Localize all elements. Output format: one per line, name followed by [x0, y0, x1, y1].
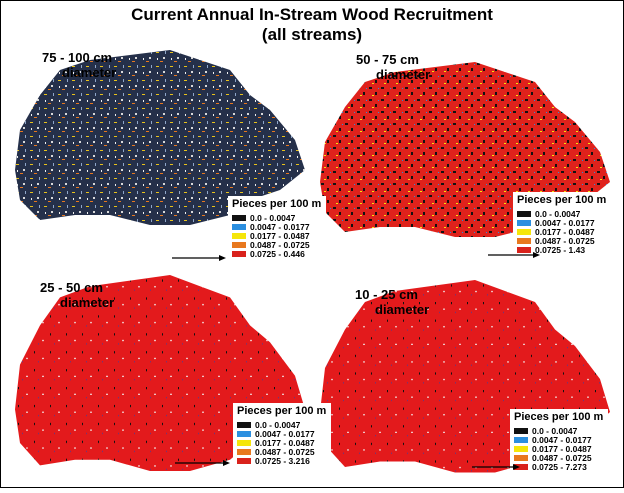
title: Current Annual In-Stream Wood Recruitmen…: [131, 5, 493, 24]
legend-title: Pieces per 100 m: [517, 194, 607, 206]
legend-label: 0.0725 - 0.446: [250, 249, 305, 259]
legend-label: 0.0487 - 0.0725: [535, 236, 595, 246]
legend-label: 0.0 - 0.0047: [535, 209, 581, 219]
legend-label: 0.0487 - 0.0725: [250, 240, 310, 250]
legend-swatch: [517, 220, 531, 226]
legend-swatch: [232, 233, 246, 239]
legend-label: 0.0177 - 0.0487: [250, 231, 310, 241]
legend-label: 0.0047 - 0.0177: [255, 429, 315, 439]
legend-label: 0.0177 - 0.0487: [535, 227, 595, 237]
panel-label: 10 - 25 cm: [355, 287, 418, 302]
legend-swatch: [232, 251, 246, 257]
legend-label: 0.0 - 0.0047: [255, 420, 301, 430]
legend-swatch: [232, 242, 246, 248]
panel-label: 50 - 75 cm: [356, 52, 419, 67]
legend-swatch: [232, 224, 246, 230]
legend-swatch: [237, 458, 251, 464]
arrow-head: [513, 464, 520, 470]
legend-label: 0.0 - 0.0047: [532, 426, 578, 436]
arrow-head: [219, 255, 226, 261]
legend-swatch: [514, 437, 528, 443]
legend-swatch: [514, 464, 528, 470]
legend-swatch: [514, 428, 528, 434]
legend-label: 0.0047 - 0.0177: [535, 218, 595, 228]
legend-title: Pieces per 100 m: [232, 198, 322, 210]
arrow-head: [223, 460, 230, 466]
legend-swatch: [237, 440, 251, 446]
panel-label: 25 - 50 cm: [40, 280, 103, 295]
arrow-head: [533, 252, 540, 258]
legend-swatch: [517, 211, 531, 217]
legend-label: 0.0177 - 0.0487: [532, 444, 592, 454]
legend-swatch: [232, 215, 246, 221]
legend-label: 0.0177 - 0.0487: [255, 438, 315, 448]
panel-sublabel: diameter: [375, 302, 429, 317]
legend-label: 0.0487 - 0.0725: [255, 447, 315, 457]
legend-swatch: [514, 455, 528, 461]
panel-sublabel: diameter: [62, 65, 116, 80]
panel-sublabel: diameter: [60, 295, 114, 310]
legend-swatch: [514, 446, 528, 452]
legend-swatch: [237, 422, 251, 428]
legend-label: 0.0725 - 1.43: [535, 245, 585, 255]
panel-label: 75 - 100 cm: [42, 50, 112, 65]
legend-label: 0.0047 - 0.0177: [250, 222, 310, 232]
panel-sublabel: diameter: [376, 67, 430, 82]
legend-title: Pieces per 100 m: [514, 411, 604, 423]
legend-swatch: [517, 238, 531, 244]
legend-swatch: [517, 247, 531, 253]
legend-swatch: [237, 431, 251, 437]
legend-label: 0.0 - 0.0047: [250, 213, 296, 223]
subtitle: (all streams): [262, 25, 362, 44]
legend-label: 0.0725 - 3.216: [255, 456, 310, 466]
legend-label: 0.0487 - 0.0725: [532, 453, 592, 463]
legend-label: 0.0047 - 0.0177: [532, 435, 592, 445]
legend-swatch: [237, 449, 251, 455]
legend-title: Pieces per 100 m: [237, 405, 327, 417]
legend-label: 0.0725 - 7.273: [532, 462, 587, 472]
legend-swatch: [517, 229, 531, 235]
